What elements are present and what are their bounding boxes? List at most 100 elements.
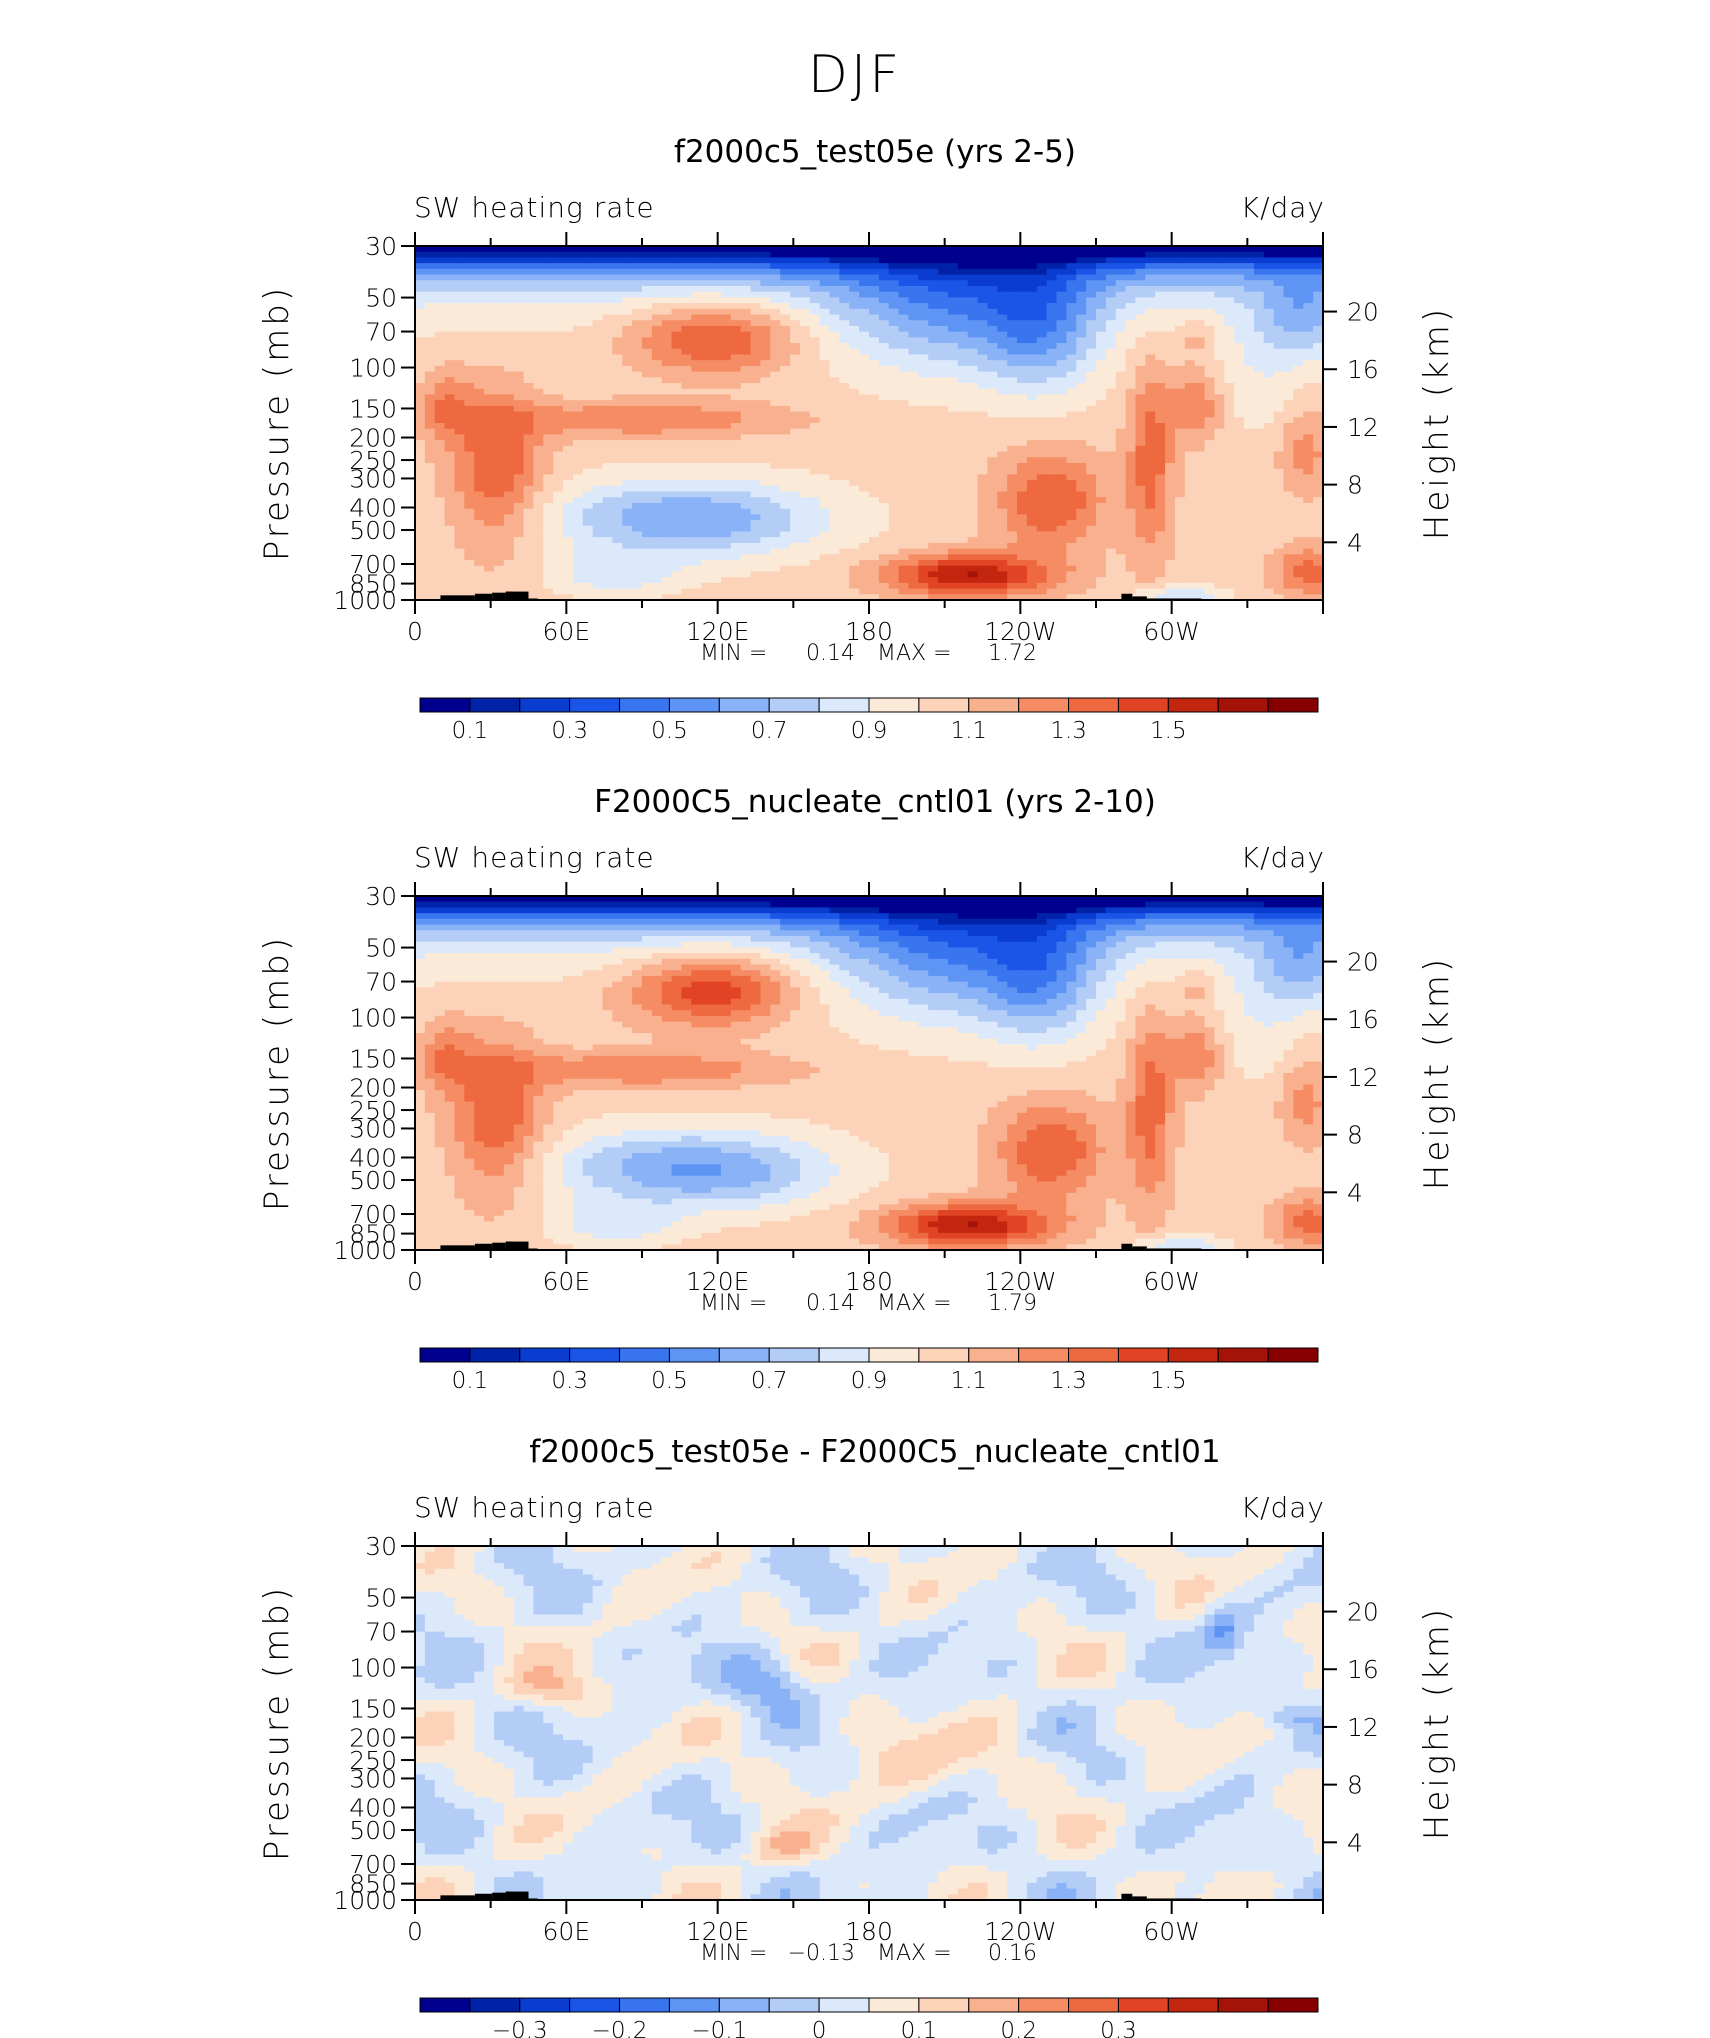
heatmap-cell — [720, 360, 732, 367]
heatmap-cell — [1007, 457, 1018, 464]
heatmap-cell — [1056, 297, 1067, 304]
heatmap-cell — [859, 445, 870, 453]
heatmap-cell — [1165, 291, 1176, 298]
heatmap-cell — [997, 360, 1008, 367]
heatmap-cell — [543, 325, 554, 333]
heatmap-cell — [661, 502, 673, 510]
heatmap-cell — [1046, 280, 1058, 287]
heatmap-cell — [1253, 502, 1265, 510]
heatmap-cell — [592, 325, 604, 333]
heatmap-cell — [1204, 508, 1216, 515]
heatmap-cell — [1007, 365, 1018, 373]
heatmap-cell — [799, 531, 811, 538]
heatmap-cell — [1224, 514, 1235, 521]
heatmap-cell — [869, 531, 880, 538]
heatmap-cell — [1244, 325, 1255, 333]
heatmap-cell — [651, 480, 663, 487]
heatmap-cell — [888, 377, 900, 384]
heatmap-cell — [839, 537, 850, 544]
heatmap-cell — [1165, 246, 1176, 253]
heatmap-cell — [493, 303, 505, 310]
heatmap-cell — [1303, 434, 1314, 441]
heatmap-cell — [859, 400, 870, 407]
heatmap-cell — [849, 491, 860, 498]
heatmap-cell — [1234, 314, 1245, 321]
heatmap-cell — [661, 348, 673, 356]
heatmap-cell — [859, 525, 870, 533]
heatmap-cell — [592, 462, 604, 470]
heatmap-cell — [533, 263, 544, 270]
heatmap-cell — [839, 371, 850, 378]
heatmap-cell — [681, 377, 692, 384]
heatmap-cell — [1145, 440, 1156, 447]
heatmap-cell — [760, 451, 771, 458]
heatmap-cell — [918, 257, 929, 264]
heatmap-cell — [642, 337, 653, 344]
heatmap-cell — [1253, 280, 1265, 287]
heatmap-cell — [513, 491, 525, 498]
heatmap-cell — [1273, 423, 1285, 430]
heatmap-cell — [1184, 451, 1196, 458]
heatmap-cell — [1066, 343, 1077, 350]
heatmap-cell — [503, 520, 515, 527]
heatmap-cell — [1184, 468, 1196, 475]
heatmap-cell — [1115, 377, 1127, 384]
heatmap-cell — [829, 440, 840, 447]
heatmap-cell — [1155, 531, 1166, 538]
heatmap-cell — [651, 491, 663, 498]
heatmap-cell — [493, 354, 505, 361]
heatmap-cell — [424, 291, 436, 298]
heatmap-cell — [661, 537, 673, 544]
heatmap-cell — [1056, 285, 1067, 293]
heatmap-cell — [553, 280, 564, 287]
heatmap-cell — [642, 423, 653, 430]
heatmap-cell — [997, 331, 1008, 338]
heatmap-cell — [790, 320, 801, 327]
heatmap-cell — [1224, 251, 1235, 259]
heatmap-cell — [938, 445, 949, 453]
heatmap-cell — [424, 285, 436, 293]
heatmap-cell — [1096, 360, 1107, 367]
heatmap-cell — [750, 411, 762, 418]
heatmap-cell — [1135, 445, 1146, 453]
heatmap-cell — [1135, 548, 1146, 555]
heatmap-cell — [523, 343, 535, 350]
heatmap-cell — [1204, 343, 1216, 350]
heatmap-cell — [957, 388, 969, 396]
heatmap-cell — [434, 531, 446, 538]
heatmap-cell — [1145, 394, 1156, 401]
heatmap-cell — [1303, 325, 1314, 333]
heatmap-cell — [740, 365, 752, 373]
heatmap-cell — [1165, 428, 1176, 436]
heatmap-cell — [1125, 263, 1137, 270]
heatmap-cell — [415, 508, 426, 515]
heatmap-cell — [1165, 497, 1176, 504]
heatmap-cell — [829, 285, 840, 293]
heatmap-cell — [1293, 497, 1304, 504]
heatmap-cell — [582, 537, 594, 544]
heatmap-cell — [1036, 297, 1048, 304]
heatmap-cell — [1244, 411, 1255, 418]
heatmap-cell — [740, 417, 752, 424]
heatmap-cell — [1165, 274, 1176, 281]
heatmap-cell — [1096, 440, 1107, 447]
heatmap-cell — [1155, 257, 1166, 264]
heatmap-cell — [651, 308, 663, 316]
heatmap-cell — [424, 280, 436, 287]
heatmap-cell — [1115, 548, 1127, 555]
heatmap-cell — [849, 308, 860, 316]
heatmap-cell — [533, 400, 544, 407]
heatmap-cell — [553, 303, 564, 310]
heatmap-cell — [1135, 428, 1146, 436]
heatmap-cell — [1244, 354, 1255, 361]
heatmap-cell — [829, 394, 840, 401]
heatmap-cell — [1066, 497, 1077, 504]
heatmap-cell — [888, 394, 900, 401]
heatmap-cell — [1303, 468, 1314, 475]
heatmap-cell — [809, 542, 821, 550]
heatmap-cell — [839, 263, 850, 270]
heatmap-cell — [523, 468, 535, 475]
heatmap-cell — [1313, 394, 1324, 401]
heatmap-cell — [563, 343, 574, 350]
heatmap-cell — [434, 263, 446, 270]
